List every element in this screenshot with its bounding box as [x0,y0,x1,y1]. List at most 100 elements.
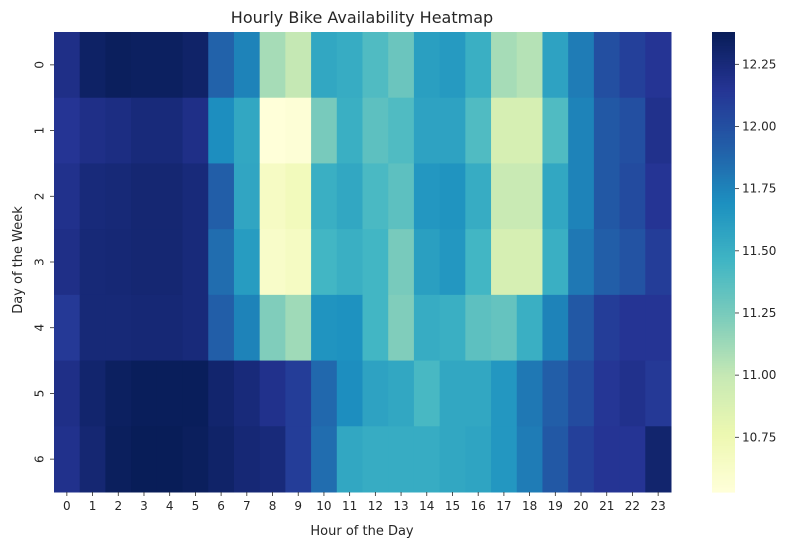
heatmap-cell [105,360,132,427]
colorbar-strip [712,222,735,226]
colorbar-strip [712,158,735,162]
x-tick-label: 15 [445,499,460,513]
colorbar-strip [712,409,735,413]
heatmap-cell [208,32,235,99]
colorbar-strip [712,446,735,449]
heatmap-cell [156,229,184,296]
colorbar-strip [712,250,735,254]
heatmap-cell [156,97,184,164]
heatmap-cell [516,163,543,230]
colorbar-strip [712,335,735,339]
heatmap-cell [619,32,646,99]
colorbar-strip [712,107,735,111]
colorbar-strip [712,119,735,123]
colorbar-strip [712,452,735,456]
colorbar-strip [712,381,735,385]
heatmap-cell [645,360,672,427]
heatmap-cell [336,32,363,99]
heatmap-cell [593,229,621,296]
colorbar-strip [712,400,735,403]
colorbar-strip [712,225,735,229]
heatmap-cell [413,229,441,296]
heatmap-cell [131,32,158,99]
heatmap-cell [413,32,441,99]
heatmap-cell [388,294,415,362]
heatmap-cell [439,32,466,99]
chart-title: Hourly Bike Availability Heatmap [231,8,493,27]
colorbar-strip [712,303,735,307]
colorbar-strip [712,232,735,235]
heatmap-cell [619,426,646,493]
heatmap-cell [208,360,235,427]
colorbar-strip [712,466,735,470]
colorbar-strip [712,425,735,429]
heatmap-cell [542,229,569,296]
x-tick-label: 5 [192,499,200,513]
colorbar-strip [712,333,735,337]
colorbar-strip [712,50,735,54]
colorbar-strip [712,112,735,116]
colorbar-strip [712,478,735,482]
colorbar-strip [712,61,735,65]
colorbar-strip [712,271,735,275]
colorbar-strip [712,301,735,304]
heatmap-cell [131,426,158,493]
heatmap-cell [619,229,646,296]
heatmap-cell [79,32,106,99]
heatmap-cell [105,229,132,296]
colorbar-strip [712,473,735,477]
colorbar-strip [712,52,735,56]
colorbar-strip [712,248,735,252]
heatmap-cell [259,229,286,296]
colorbar-strip [712,147,735,150]
heatmap-cell [259,294,286,362]
heatmap-cell [311,32,338,99]
x-tick-label: 17 [496,499,511,513]
colorbar-strip [712,471,735,475]
colorbar-strip [712,34,735,38]
colorbar-strip [712,429,735,433]
heatmap-cell [491,229,518,296]
colorbar-strip [712,388,735,392]
colorbar-strip [712,239,735,242]
colorbar-strip [712,344,735,348]
colorbar-strip [712,190,735,194]
colorbar-strip [712,218,735,222]
heatmap-cell [645,32,672,99]
heatmap-cell [362,229,389,296]
colorbar-strip [712,342,735,346]
colorbar-strip [712,390,735,394]
colorbar-strip [712,236,735,240]
heatmap-cell [336,97,363,164]
x-tick-label: 0 [63,499,71,513]
heatmap-cell [542,426,569,493]
heatmap-cell [79,97,106,164]
heatmap-cell [362,294,389,362]
y-tick-label: 4 [33,324,47,332]
colorbar-strip [712,340,735,344]
heatmap-cell [568,294,595,362]
colorbar-strip [712,383,735,387]
colorbar-strip [712,469,735,472]
x-axis-ticks: 0 1 2 3 4 5 6 7 8 9 10 11 12 13 14 15 16 17 18 19 20 21 22 23 [63,492,666,513]
colorbar-strip [712,278,735,281]
y-tick-label: 1 [33,127,47,135]
colorbar-strip [712,199,735,203]
heatmap-cell [516,32,543,99]
colorbar-strip [712,367,735,371]
heatmap-cell [645,97,672,164]
colorbar-strip [712,163,735,166]
colorbar-strip [712,287,735,291]
colorbar-strip [712,32,735,35]
colorbar-strip [712,262,735,265]
heatmap-cell [439,294,466,362]
heatmap-cell [516,294,543,362]
colorbar-strip [712,84,735,88]
x-tick-label: 20 [573,499,588,513]
heatmap-cell [491,32,518,99]
heatmap-cell [54,360,81,427]
heatmap-cell [491,360,518,427]
heatmap-cell [645,163,672,230]
colorbar-strip [712,457,735,461]
